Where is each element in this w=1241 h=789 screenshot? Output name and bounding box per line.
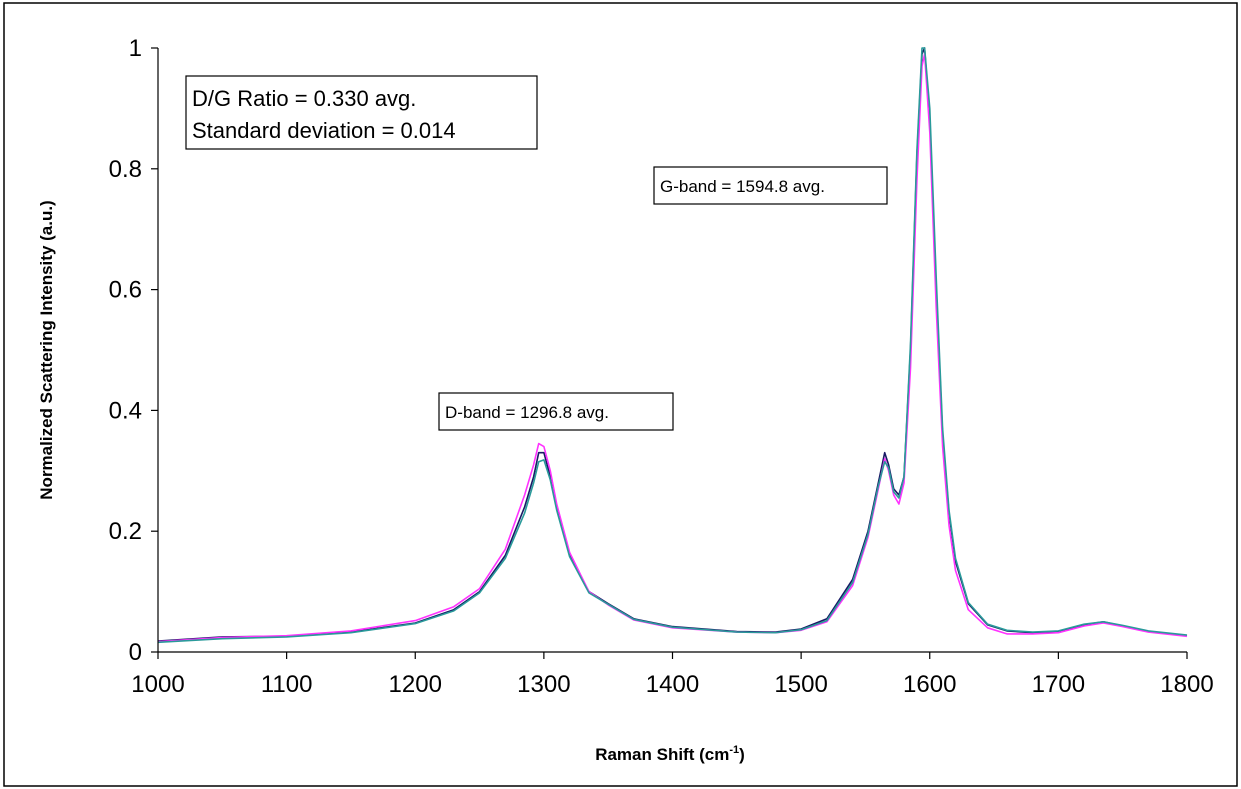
y-axis-label: Normalized Scattering Intensity (a.u.) xyxy=(37,200,56,499)
x-ticks: 1000 1100 1200 1300 1400 1500 1600 1700 1800 xyxy=(131,652,1214,698)
y-tick-label: 0.6 xyxy=(109,277,142,304)
x-tick-label: 1100 xyxy=(261,671,313,698)
x-tick-label: 1600 xyxy=(903,671,956,698)
y-tick-label: 1 xyxy=(129,35,142,62)
ratio-annotation-line1: D/G Ratio = 0.330 avg. xyxy=(192,86,416,111)
d-band-annotation: D-band = 1296.8 avg. xyxy=(438,392,674,431)
x-tick-label: 1200 xyxy=(389,671,442,698)
x-tick-label: 1000 xyxy=(131,671,184,698)
x-tick-label: 1400 xyxy=(646,671,699,698)
x-tick-label: 1800 xyxy=(1160,671,1213,698)
y-tick-label: 0.8 xyxy=(109,156,142,183)
x-tick-label: 1300 xyxy=(517,671,570,698)
y-tick-label: 0 xyxy=(129,639,142,666)
x-axis-label-tail: ) xyxy=(739,745,745,764)
ratio-annotation-line2: Standard deviation = 0.014 xyxy=(192,118,456,143)
series-layer xyxy=(157,47,1188,644)
y-tick-label: 0.4 xyxy=(109,397,142,424)
series-line-3 xyxy=(157,47,1188,644)
y-ticks: 0 0.2 0.4 0.6 0.8 1 xyxy=(109,35,158,666)
x-tick-label: 1500 xyxy=(774,671,827,698)
x-axis-label-main: Raman Shift (cm xyxy=(595,745,729,764)
x-axis-label-superscript: -1 xyxy=(729,744,739,756)
ratio-annotation-box: D/G Ratio = 0.330 avg. Standard deviatio… xyxy=(185,75,538,150)
y-tick-label: 0.2 xyxy=(109,518,142,545)
d-band-annotation-text: D-band = 1296.8 avg. xyxy=(445,403,609,422)
g-band-annotation: G-band = 1594.8 avg. xyxy=(653,166,888,205)
x-axis-label: Raman Shift (cm-1) xyxy=(595,744,745,764)
g-band-annotation-text: G-band = 1594.8 avg. xyxy=(660,177,825,196)
x-tick-label: 1700 xyxy=(1032,671,1085,698)
